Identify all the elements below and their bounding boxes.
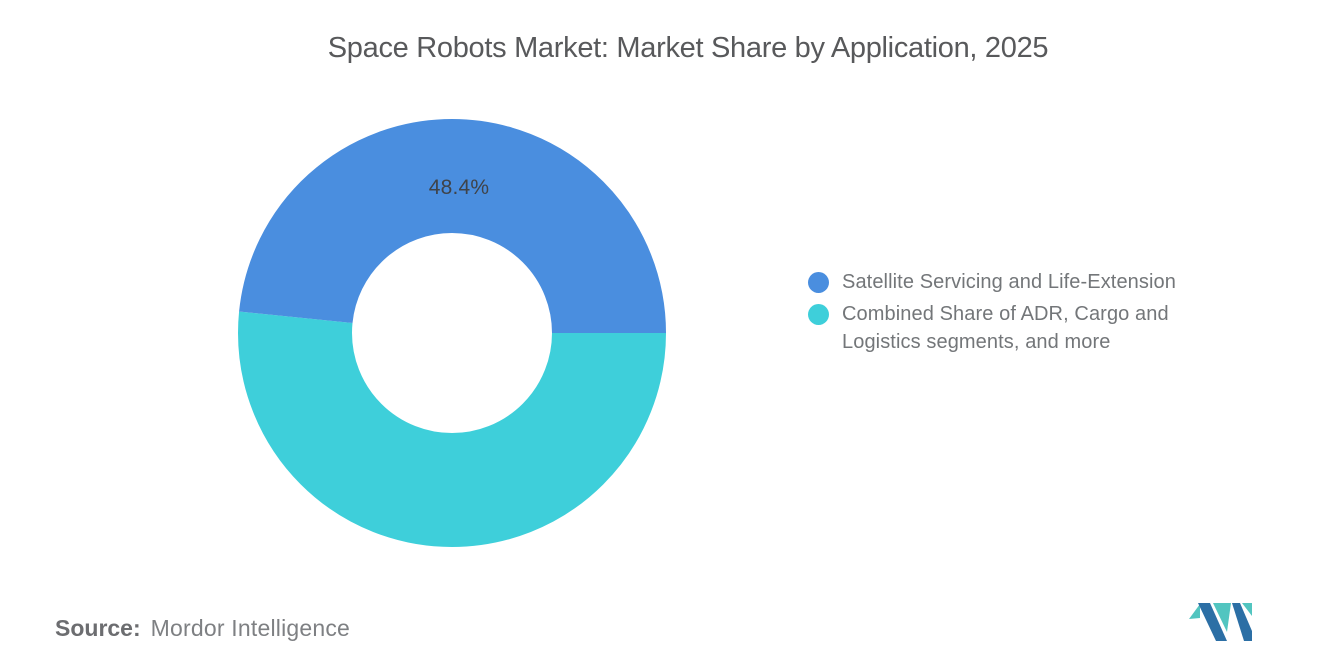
logo-shape: [1198, 603, 1227, 641]
legend-item-satellite-servicing: Satellite Servicing and Life-Extension: [808, 268, 1176, 296]
donut-svg: [238, 119, 666, 547]
legend-label: Combined Share of ADR, Cargo and Logisti…: [842, 300, 1169, 356]
slice-data-label: 48.4%: [428, 176, 490, 199]
donut-slice: [238, 119, 666, 547]
logo-shape: [1213, 603, 1231, 632]
legend-label-line: Combined Share of ADR, Cargo and: [842, 303, 1169, 325]
source-label: Source:: [55, 615, 141, 641]
chart-title: Space Robots Market: Market Share by App…: [327, 32, 1049, 64]
mordor-intelligence-logo: [1188, 601, 1254, 642]
donut-chart: [238, 119, 666, 547]
legend: Satellite Servicing and Life-Extension C…: [808, 268, 1176, 360]
logo-shape: [1232, 603, 1252, 641]
source-value: Mordor Intelligence: [150, 615, 351, 641]
legend-label-line: Satellite Servicing and Life-Extension: [842, 271, 1176, 293]
logo-shape: [1242, 603, 1252, 616]
legend-marker-icon: [808, 303, 829, 325]
mordor-logo-icon: [1189, 603, 1252, 641]
source-note: Source: Mordor Intelligence: [55, 613, 350, 643]
legend-label: Satellite Servicing and Life-Extension: [842, 268, 1176, 296]
legend-marker-icon: [808, 271, 829, 293]
legend-label-line: Logistics segments, and more: [842, 331, 1111, 353]
logo-shape: [1189, 604, 1200, 619]
legend-item-combined-share: Combined Share of ADR, Cargo and Logisti…: [808, 300, 1176, 356]
